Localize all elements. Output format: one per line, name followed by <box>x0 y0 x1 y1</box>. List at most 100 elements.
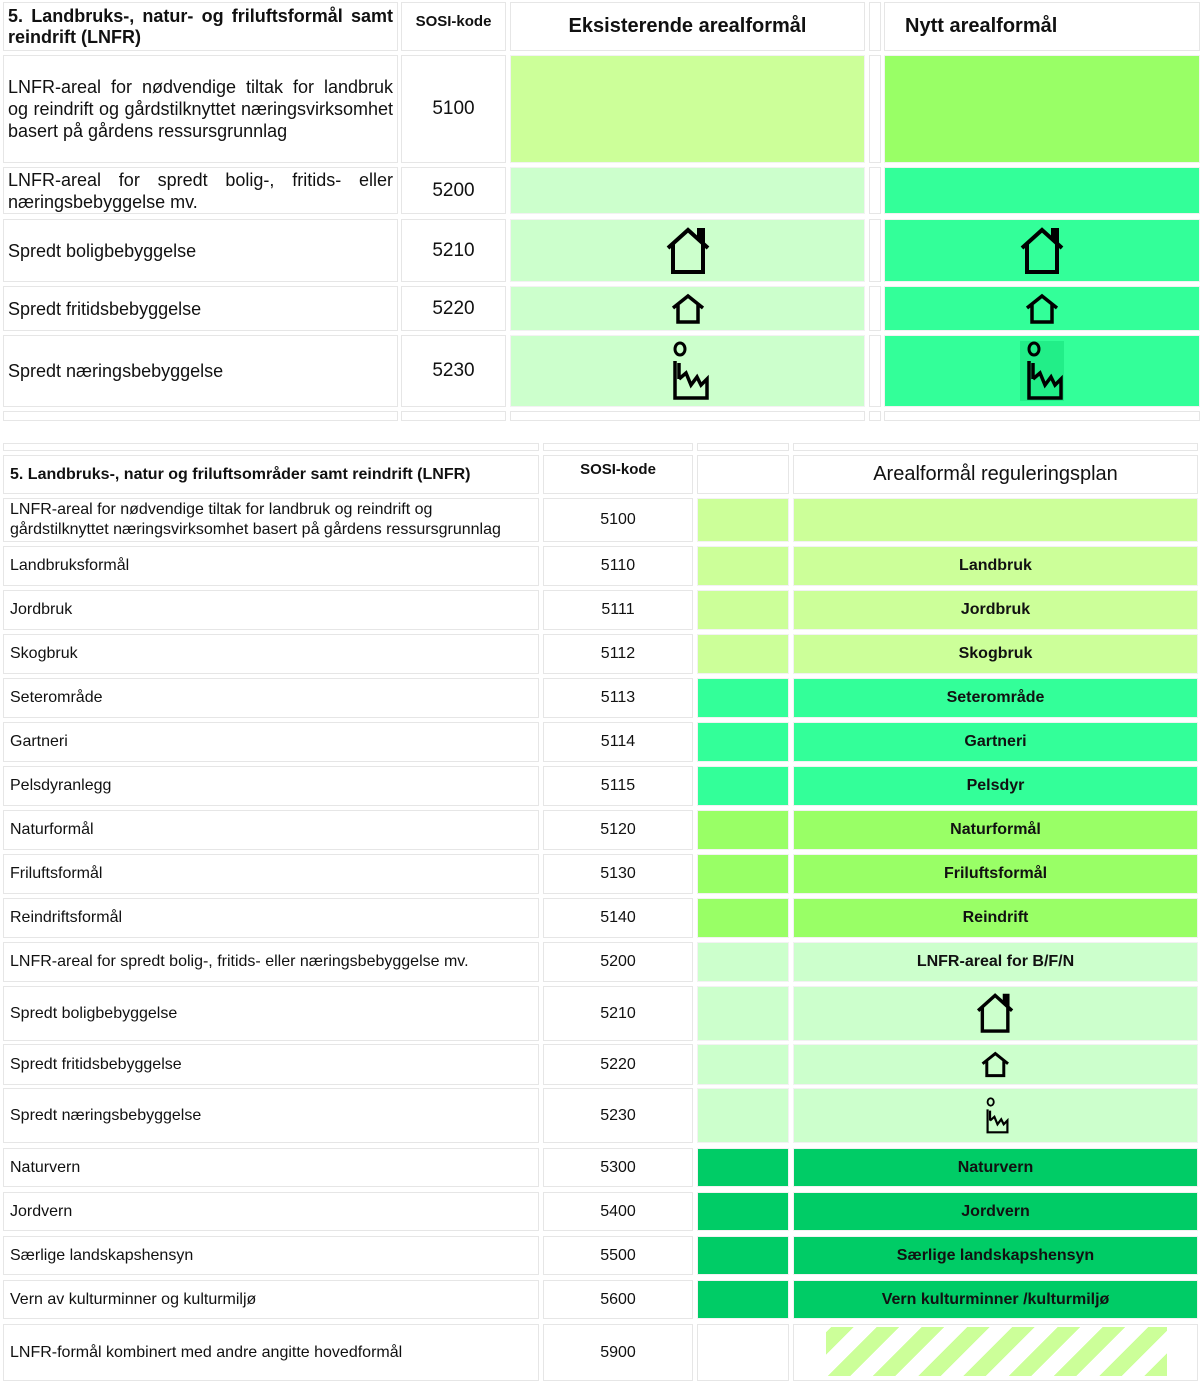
house-chimney-icon <box>1016 226 1068 276</box>
row-label: Spredt næringsbebyggelse <box>3 335 398 407</box>
plan-purpose: Seterområde <box>793 678 1198 718</box>
plan-purpose: Pelsdyr <box>793 766 1198 806</box>
sosi-code: 5113 <box>543 678 693 718</box>
plan-purpose: Naturvern <box>793 1148 1198 1187</box>
row-label: Skogbruk <box>3 634 539 674</box>
new-purpose-swatch <box>884 167 1200 214</box>
color-swatch <box>697 1088 789 1143</box>
plan-purpose: Landbruk <box>793 546 1198 586</box>
color-swatch <box>697 634 789 674</box>
house-chimney-icon <box>973 992 1017 1035</box>
row-label: Spredt næringsbebyggelse <box>3 1088 539 1143</box>
row-label: Jordvern <box>3 1192 539 1231</box>
top-header-spacer <box>869 2 881 51</box>
row-label: LNFR-areal for spredt bolig-, fritids- e… <box>3 942 539 982</box>
row-label: Naturformål <box>3 810 539 850</box>
plan-purpose: Skogbruk <box>793 634 1198 674</box>
color-swatch <box>697 590 789 630</box>
row-label: Reindriftsformål <box>3 898 539 938</box>
new-purpose-swatch <box>884 286 1200 331</box>
new-purpose-swatch <box>884 55 1200 163</box>
color-swatch <box>697 1280 789 1319</box>
color-swatch <box>697 1044 789 1085</box>
color-swatch <box>697 766 789 806</box>
plan-purpose: Reindrift <box>793 898 1198 938</box>
sosi-code: 5210 <box>401 219 506 282</box>
sosi-code: 5200 <box>543 942 693 982</box>
existing-purpose-swatch <box>510 286 865 331</box>
sosi-code: 5220 <box>401 286 506 331</box>
row-label: Landbruksformål <box>3 546 539 586</box>
existing-purpose-swatch <box>510 335 865 407</box>
plan-purpose <box>793 986 1198 1041</box>
plan-purpose: Vern kulturminner /kulturmiljø <box>793 1280 1198 1319</box>
color-swatch <box>697 1236 789 1275</box>
plan-purpose <box>793 1324 1198 1381</box>
sosi-code: 5900 <box>543 1324 693 1381</box>
sosi-code: 5115 <box>543 766 693 806</box>
sosi-code: 5220 <box>543 1044 693 1085</box>
spacer-cell <box>869 219 881 282</box>
sosi-code: 5140 <box>543 898 693 938</box>
plan-purpose: Jordvern <box>793 1192 1198 1231</box>
new-purpose-swatch <box>884 219 1200 282</box>
row-label: Spredt boligbebyggelse <box>3 986 539 1041</box>
house-chimney-icon <box>662 226 714 276</box>
plan-purpose: Jordbruk <box>793 590 1198 630</box>
sosi-code: 5210 <box>543 986 693 1041</box>
color-swatch <box>697 1192 789 1231</box>
row-label: LNFR-areal for spredt bolig-, fritids- e… <box>3 167 398 214</box>
row-label: Særlige landskapshensyn <box>3 1236 539 1275</box>
factory-icon <box>982 1097 1009 1134</box>
plan-purpose: Naturformål <box>793 810 1198 850</box>
partial-row-cell <box>884 411 1200 421</box>
sosi-code: 5300 <box>543 1148 693 1187</box>
spacer-cell <box>869 167 881 214</box>
plan-purpose: LNFR-areal for B/F/N <box>793 942 1198 982</box>
spacer-cell <box>869 55 881 163</box>
color-swatch <box>697 810 789 850</box>
color-swatch <box>697 942 789 982</box>
row-label: Spredt fritidsbebyggelse <box>3 1044 539 1085</box>
color-swatch <box>697 1148 789 1187</box>
row-label: Jordbruk <box>3 590 539 630</box>
color-swatch <box>697 722 789 762</box>
partial-row-cell <box>3 443 539 451</box>
hatch-pattern <box>826 1327 1167 1376</box>
sosi-code: 5114 <box>543 722 693 762</box>
sosi-code: 5110 <box>543 546 693 586</box>
plan-purpose: Særlige landskapshensyn <box>793 1236 1198 1275</box>
existing-purpose-swatch <box>510 55 865 163</box>
partial-row-cell <box>510 411 865 421</box>
sosi-code: 5230 <box>401 335 506 407</box>
existing-purpose-swatch <box>510 219 865 282</box>
sosi-code: 5400 <box>543 1192 693 1231</box>
sosi-code: 5130 <box>543 854 693 894</box>
partial-row-cell <box>401 411 506 421</box>
sosi-code: 5200 <box>401 167 506 214</box>
sosi-code: 5120 <box>543 810 693 850</box>
partial-row-cell <box>3 411 398 421</box>
bottom-header-sosi: SOSI-kode <box>543 455 693 494</box>
row-label: Pelsdyranlegg <box>3 766 539 806</box>
top-header-title: 5. Landbruks-, natur- og friluftsformål … <box>3 2 398 51</box>
row-label: Vern av kulturminner og kulturmiljø <box>3 1280 539 1319</box>
row-label: LNFR-formål kombinert med andre angitte … <box>3 1324 539 1381</box>
plan-purpose: Gartneri <box>793 722 1198 762</box>
top-header-sosi: SOSI-kode <box>401 2 506 51</box>
sosi-code: 5112 <box>543 634 693 674</box>
row-label: LNFR-areal for nødvendige tiltak for lan… <box>3 55 398 163</box>
color-swatch <box>697 498 789 542</box>
partial-row-cell <box>793 443 1198 451</box>
top-header-existing: Eksisterende arealformål <box>510 2 865 51</box>
bottom-header-title: 5. Landbruks-, natur og friluftsområder … <box>3 455 539 494</box>
partial-row-cell <box>543 443 693 451</box>
row-label: LNFR-areal for nødvendige tiltak for lan… <box>3 498 539 542</box>
partial-row-cell <box>697 443 789 451</box>
sosi-code: 5500 <box>543 1236 693 1275</box>
color-swatch <box>697 1324 789 1381</box>
sosi-code: 5100 <box>543 498 693 542</box>
color-swatch <box>697 678 789 718</box>
color-swatch <box>697 986 789 1041</box>
bottom-header-spacer <box>697 455 789 494</box>
